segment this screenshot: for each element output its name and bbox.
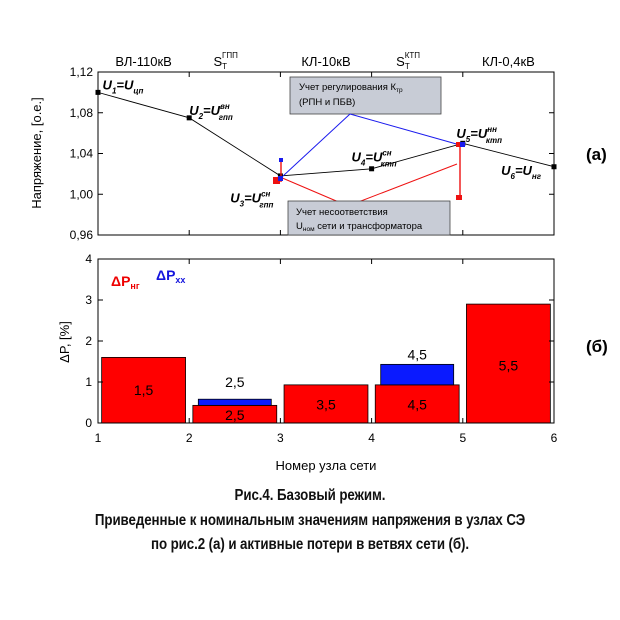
b-ytick-label: 0 [85,416,92,430]
bar-value-label: 4,5 [407,397,427,413]
bar-losses-idle [380,363,455,386]
voltage-point [369,166,375,172]
a-ytick-label: 0,96 [70,228,94,242]
b-ytick-label: 3 [85,293,92,307]
mismatch-callout-box [287,200,451,236]
legend-item-losses-load: ΔPнг [111,273,140,291]
figure-caption-line3: по рис.2 (а) и активные потери в ветвях … [150,536,470,553]
b-ytick-label: 1 [85,375,92,389]
voltage-line [97,91,555,177]
bar-value-label: 5,5 [499,358,519,374]
regulation-callout-box [289,76,442,115]
figure-caption-line2: Приведенные к номинальным значениям напр… [94,512,526,529]
node-5-red-marker-top [456,142,461,147]
bar-losses-load [283,384,369,424]
a-ytick-label: 1,08 [70,106,94,120]
section-label: SТГПП [213,51,238,71]
section-label: ВЛ-110кВ [115,54,171,69]
b-xtick-label: 6 [551,431,558,445]
svg-text:Напряжение, [о.е.]: Напряжение, [о.е.] [29,97,44,209]
svg-text:ΔP, [%]: ΔP, [%] [57,321,72,363]
node-3-blue-marker [278,176,283,181]
node-5-blue-marker [460,142,465,147]
panel-b-y-axis-label: ΔP, [%] [57,321,72,363]
bar-losses-load [466,303,551,424]
node-5-red-marker-bottom [456,195,462,200]
bar-value-label: 4,5 [407,347,427,363]
a-ytick-label: 1,12 [70,65,94,79]
bar-value-label: 2,5 [225,374,245,390]
figure-caption-title: Рис.4. Базовый режим. [234,487,386,504]
bar-value-label: 1,5 [134,382,154,398]
node-3-blue-top-marker [279,158,283,162]
voltage-annotation: U3=Uсн гпп [230,189,273,209]
bar-losses-load [101,356,186,424]
mismatch-callout-line1: Учет несоответствия [296,207,388,218]
voltage-annotation: U2=Uвн гпп [189,102,233,122]
panel-a-y-axis-label: Напряжение, [о.е.] [29,97,44,209]
b-xtick-label: 5 [459,431,466,445]
regulation-pointer-1 [282,113,351,177]
voltage-annotation: U5=Uнн ктп [456,125,502,145]
voltage-annotation: U1=Uцп [103,77,144,95]
voltage-annotation: U4=Uсн ктп [352,149,397,169]
b-xtick-label: 4 [368,431,375,445]
node-5-regulation-markers [456,142,465,200]
bar-losses-idle [197,398,272,406]
mismatch-callout: Учет несоответствия Uном сети и трансфор… [279,163,458,236]
voltage-point [95,89,101,95]
section-label: SТКТП [396,51,420,71]
bar-value-label: 2,5 [225,407,245,423]
panel-b-x-axis-label: Номер узла сети [276,458,377,473]
panel-b-label: (б) [586,337,608,356]
voltage-annotation: U6=Uнг [501,163,542,181]
b-ytick-label: 2 [85,334,92,348]
section-label: КЛ-0,4кВ [482,54,535,69]
mismatch-callout-line2: Uном сети и трансформатора [296,221,423,233]
a-ytick-label: 1,00 [70,187,94,201]
b-xtick-label: 2 [186,431,193,445]
voltage-point [551,164,557,170]
b-xtick-label: 3 [277,431,284,445]
panel-a-label: (а) [586,145,607,164]
regulation-pointer-2 [349,113,461,146]
node-3-regulation-markers [273,158,283,184]
voltage-point [186,115,192,121]
bar-value-label: 3,5 [316,397,336,413]
panel-a: 0,96 1,00 1,04 1,08 1,12 ВЛ-110кВ SТГПП КЛ-10к… [29,51,607,242]
node-3-red-marker [273,177,280,184]
regulation-callout: Учет регулирования Ктр (РПН и ПБВ) [282,76,461,177]
b-ytick-label: 4 [85,252,92,266]
legend-item-losses-idle: ΔPхх [156,267,185,285]
section-label: КЛ-10кВ [301,54,350,69]
b-xtick-label: 1 [95,431,102,445]
regulation-callout-line2: (РПН и ПБВ) [299,97,355,108]
mismatch-pointer-2 [347,163,458,207]
legend: ΔPнг ΔPхх [111,267,185,291]
regulation-callout-line1: Учет регулирования Ктр [299,82,403,94]
a-ytick-label: 1,04 [70,147,94,161]
bar-losses-load [374,384,460,424]
